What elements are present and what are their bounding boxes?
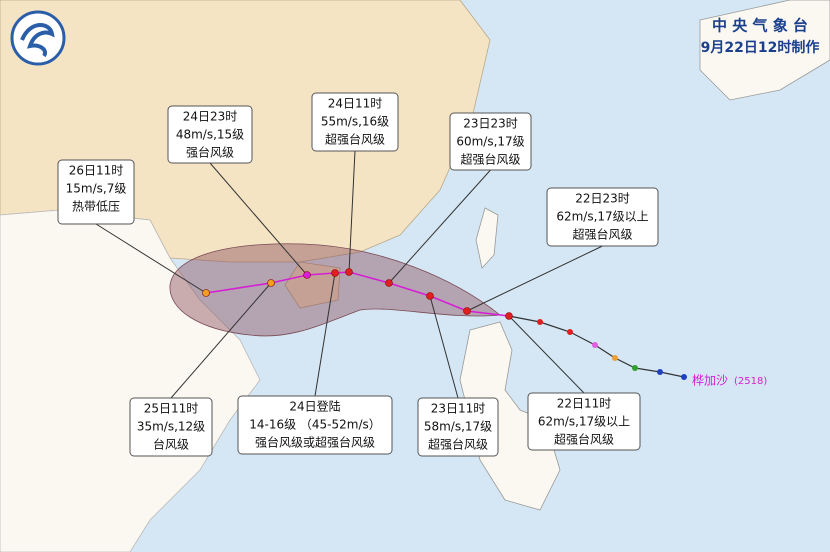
typhoon-code: (2518) (734, 376, 767, 387)
track-point (592, 342, 598, 348)
callout-pointer (429, 295, 459, 399)
forecast-point (345, 268, 353, 276)
callout-pointer (348, 150, 356, 273)
callout-text: 24日23时 (183, 110, 238, 124)
track-point (657, 369, 663, 375)
callout-text: 60m/s,17级 (456, 135, 524, 149)
callout-text: 超强台风级 (572, 227, 632, 242)
callout-box (129, 397, 213, 457)
indochina-land (0, 209, 261, 552)
callout-text: 超强台风级 (325, 132, 385, 147)
callout-text: 25日11时 (144, 402, 199, 416)
forecast-point (385, 279, 393, 287)
callout-box (57, 159, 135, 225)
forecast-point (303, 271, 311, 279)
callout-text: 15m/s,7级 (66, 182, 127, 196)
callout-text: 热带低压 (72, 200, 120, 214)
callout-pointer (466, 245, 603, 312)
callout-text: 23日11时 (431, 402, 486, 416)
callout-text: 强台风级 (186, 145, 234, 160)
callout-pointer (314, 272, 336, 397)
callout-pointer (508, 315, 585, 394)
track-point (567, 329, 573, 335)
forecast-point (331, 269, 339, 277)
forecast-point (463, 307, 471, 315)
callout-pointer (170, 282, 272, 399)
callout-text: 23日23时 (463, 117, 518, 131)
callout-box (449, 112, 532, 171)
callout-text: 48m/s,15级 (176, 128, 244, 142)
forecast-point (426, 292, 434, 300)
callout-text: 26日11时 (69, 164, 124, 178)
callout-text: 22日23时 (575, 192, 630, 206)
callout-pointer (388, 169, 491, 284)
callout-text: 35m/s,12级 (137, 420, 205, 434)
typhoon-name: 桦加沙 (692, 373, 728, 388)
callout-text: 超强台风级 (428, 437, 488, 452)
forecast-point (505, 312, 513, 320)
forecast-point (202, 289, 210, 297)
forecast-cone (169, 243, 502, 337)
callout-box (527, 392, 641, 451)
issued-time: 9月22日12时制作 (701, 39, 820, 56)
callout-box (311, 92, 399, 152)
logo-mark (20, 23, 55, 58)
callout-box (167, 105, 253, 164)
callout-box (417, 397, 499, 457)
forecast-track (205, 271, 510, 317)
callout-box (237, 395, 393, 455)
callout-text: 62m/s,17级以上 (556, 210, 648, 224)
forecast-point (267, 279, 275, 287)
callout-box (546, 187, 659, 247)
callout-text: 台风级 (153, 437, 189, 452)
callout-text: 超强台风级 (554, 432, 614, 447)
track-point (632, 365, 638, 371)
callout-text: 58m/s,17级 (424, 420, 492, 434)
callout-text: 超强台风级 (460, 152, 520, 167)
callout-text: 14-16级 （45-52m/s） (249, 418, 381, 432)
callout-text: 24日11时 (328, 97, 383, 111)
japan-land (699, 0, 830, 101)
callout-text: 22日11时 (557, 397, 612, 411)
callout-text: 强台风级或超强台风级 (255, 435, 375, 450)
track-point (681, 374, 687, 380)
observed-points (537, 319, 687, 380)
taiwan-land (475, 207, 499, 269)
logo (10, 10, 66, 66)
callout-text: 55m/s,16级 (321, 115, 389, 129)
track-point (537, 319, 543, 325)
observed-track (508, 315, 685, 378)
callout-pointer (95, 223, 207, 294)
callout-text: 62m/s,17级以上 (538, 415, 630, 429)
agency: 中 央 气 象 台 (712, 17, 808, 35)
callout-text: 24日登陆 (289, 399, 340, 414)
track-point (612, 355, 618, 361)
callout-pointer (209, 162, 308, 276)
